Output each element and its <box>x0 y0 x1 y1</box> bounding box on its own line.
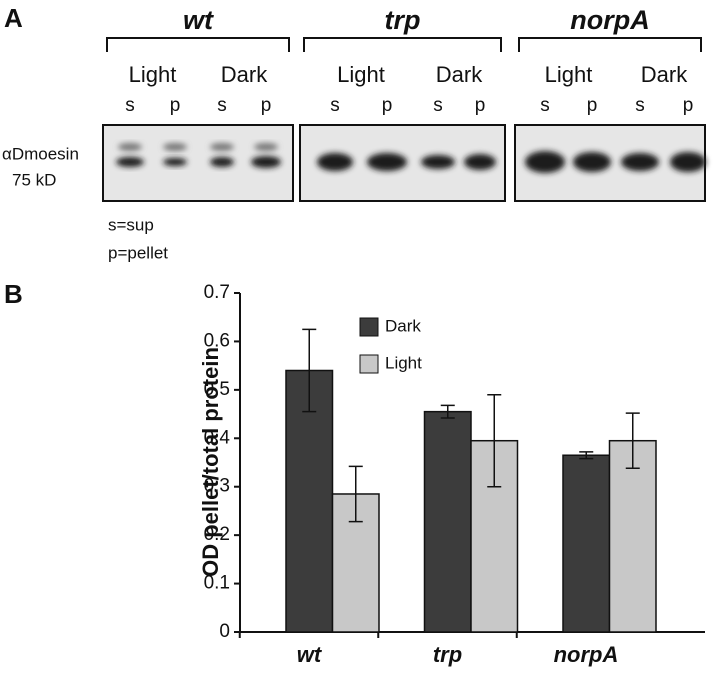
blot-band <box>421 155 455 169</box>
x-tick-label: trp <box>433 642 462 667</box>
blot-band <box>525 151 565 173</box>
y-tick-label: 0.3 <box>204 476 230 497</box>
lane-label: p <box>170 95 181 116</box>
genotype-label: norpA <box>570 5 649 35</box>
error-bar <box>579 451 594 460</box>
error-bar <box>302 328 317 413</box>
y-tick-label: 0.4 <box>204 427 231 448</box>
error-bar <box>625 412 640 470</box>
y-axis-label: OD pellet/total protein <box>198 347 223 577</box>
x-tick-label: norpA <box>554 642 619 667</box>
lane-label: s <box>635 95 645 116</box>
blot-band <box>116 157 144 167</box>
blot-band <box>464 154 496 170</box>
bracket <box>518 37 702 52</box>
condition-label: Light <box>545 62 593 87</box>
y-tick-label: 0.1 <box>204 573 230 594</box>
blot-band <box>367 153 407 171</box>
bracket <box>106 37 290 52</box>
blot-band <box>210 157 234 167</box>
condition-label: Light <box>129 62 177 87</box>
error-bar <box>487 393 502 488</box>
blot-band <box>621 153 659 171</box>
lane-label: p <box>587 95 598 116</box>
blot-band <box>163 143 187 151</box>
lane-label: p <box>683 95 694 116</box>
antibody-label: αDmoesin <box>2 144 79 163</box>
lane-label: s <box>540 95 550 116</box>
lane-label: s <box>217 95 227 116</box>
x-tick-label: wt <box>297 642 323 667</box>
blot-band <box>573 152 611 172</box>
condition-label: Dark <box>436 62 483 87</box>
bar <box>423 410 472 633</box>
blot-band <box>251 156 281 168</box>
lane-label: p <box>382 95 393 116</box>
blot-band <box>254 143 278 151</box>
genotype-label: wt <box>183 5 214 35</box>
lane-label: s <box>433 95 443 116</box>
blot-band <box>210 143 234 151</box>
bracket <box>303 37 502 52</box>
lane-label: p <box>261 95 272 116</box>
error-bar <box>440 404 455 419</box>
y-tick-label: 0.2 <box>204 524 230 545</box>
blot-band <box>163 158 187 166</box>
lane-label: p <box>475 95 486 116</box>
genotype-label: trp <box>385 5 421 35</box>
condition-label: Dark <box>221 62 268 87</box>
condition-label: Dark <box>641 62 688 87</box>
lane-label: s <box>125 95 135 116</box>
blot-band <box>317 153 353 171</box>
size-label: 75 kD <box>12 170 56 189</box>
legend-swatch <box>359 317 379 337</box>
panel-label: A <box>4 3 23 33</box>
panel-label: B <box>4 279 23 309</box>
legend-text: s=sup <box>108 215 154 234</box>
bar <box>562 454 611 633</box>
lane-label: s <box>330 95 340 116</box>
legend-swatch <box>359 354 379 374</box>
y-tick-label: 0.7 <box>204 282 230 303</box>
y-tick-label: 0.6 <box>204 330 230 351</box>
legend-text: p=pellet <box>108 243 168 262</box>
legend-label: Light <box>385 353 422 372</box>
condition-label: Light <box>337 62 385 87</box>
blot-band <box>670 152 706 172</box>
error-bar <box>348 465 363 523</box>
y-tick-label: 0 <box>219 621 230 642</box>
bar <box>608 439 657 633</box>
legend-label: Dark <box>385 316 421 335</box>
y-tick-label: 0.5 <box>204 379 230 400</box>
blot-panel <box>102 124 706 202</box>
blot-band <box>118 143 142 151</box>
